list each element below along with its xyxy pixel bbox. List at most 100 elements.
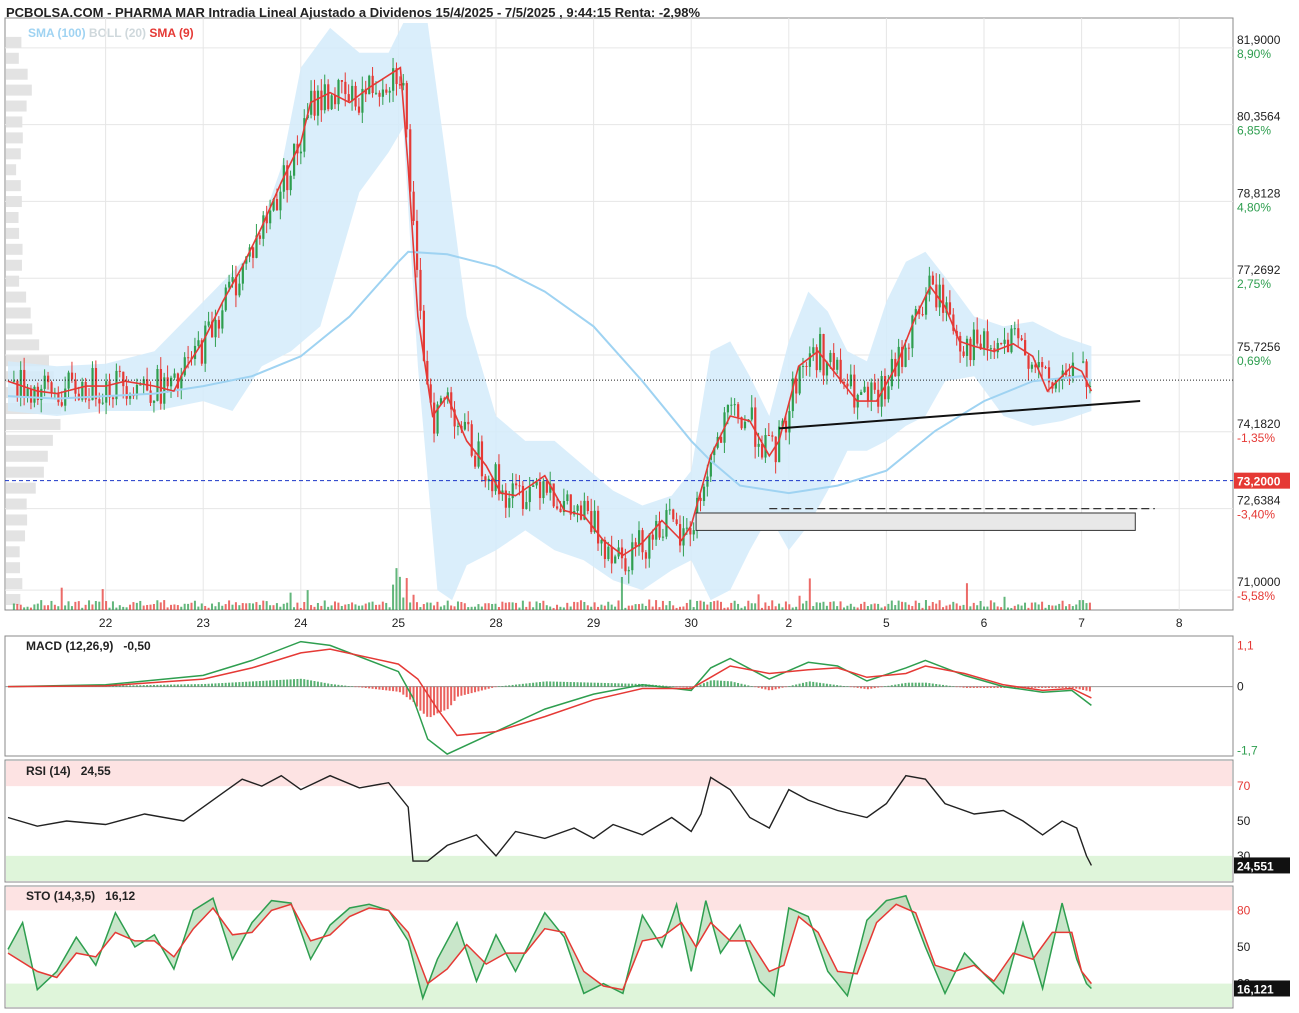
volume-bar bbox=[50, 600, 53, 610]
volume-bar bbox=[412, 594, 415, 610]
volume-bar bbox=[672, 605, 675, 610]
volume-bar bbox=[696, 600, 699, 610]
macd-histogram-bar bbox=[395, 686, 398, 692]
volume-bar bbox=[1068, 604, 1071, 610]
macd-histogram-bar bbox=[518, 684, 521, 687]
volume-bar bbox=[57, 606, 60, 610]
candle-body bbox=[808, 353, 812, 367]
pct-tick-label: 2,75% bbox=[1237, 277, 1271, 291]
macd-histogram-bar bbox=[863, 686, 866, 689]
candle-body bbox=[385, 89, 388, 93]
volume-bar bbox=[497, 607, 500, 610]
candle-body bbox=[36, 386, 39, 401]
volume-bar bbox=[487, 603, 490, 610]
candle-body bbox=[532, 485, 535, 487]
volume-bar bbox=[515, 602, 518, 610]
candle-body bbox=[1037, 362, 1040, 368]
volume-bar bbox=[371, 601, 374, 610]
volume-bar bbox=[579, 600, 582, 610]
candle-body bbox=[111, 397, 115, 400]
volume-bar bbox=[340, 605, 343, 610]
macd-histogram-bar bbox=[248, 681, 251, 687]
volume-bar bbox=[931, 602, 934, 610]
macd-histogram-bar bbox=[279, 679, 282, 687]
candle-body bbox=[429, 384, 432, 403]
volume-bar bbox=[877, 603, 880, 610]
volume-bar bbox=[378, 604, 381, 610]
macd-histogram-bar bbox=[1082, 686, 1085, 691]
volume-bar bbox=[176, 605, 179, 610]
macd-histogram-bar bbox=[221, 683, 224, 687]
macd-histogram-bar bbox=[327, 683, 330, 687]
candle-body bbox=[279, 191, 282, 211]
macd-histogram-bar bbox=[952, 686, 955, 687]
volume-bar bbox=[159, 602, 162, 610]
macd-histogram-bar bbox=[142, 685, 145, 687]
volume-bar bbox=[484, 603, 487, 610]
volume-bar bbox=[265, 601, 268, 610]
macd-histogram-bar bbox=[422, 686, 425, 714]
candle-body bbox=[470, 424, 473, 456]
rsi-value-tag bbox=[1234, 857, 1290, 874]
volume-bar bbox=[569, 606, 572, 610]
macd-histogram-bar bbox=[456, 686, 459, 697]
volume-bar bbox=[436, 601, 439, 610]
macd-histogram-bar bbox=[754, 686, 757, 688]
macd-tick-label: -1,7 bbox=[1237, 743, 1258, 757]
volume-bar bbox=[730, 602, 733, 610]
candle-body bbox=[494, 464, 497, 492]
candle-body bbox=[292, 143, 296, 176]
macd-histogram-bar bbox=[993, 686, 996, 688]
volume-bar bbox=[115, 607, 118, 610]
macd-histogram-bar bbox=[1068, 686, 1071, 688]
macd-histogram-bar bbox=[709, 680, 712, 687]
macd-histogram-bar bbox=[778, 686, 781, 689]
candle-body bbox=[849, 374, 852, 387]
macd-histogram-bar bbox=[928, 683, 931, 687]
volume-profile-bar bbox=[6, 498, 27, 510]
macd-histogram-bar bbox=[515, 684, 518, 687]
macd-histogram-bar bbox=[801, 682, 804, 687]
volume-bar bbox=[863, 601, 866, 610]
volume-bar bbox=[853, 606, 856, 610]
x-tick-label: 25 bbox=[392, 616, 406, 630]
candle-body bbox=[323, 84, 326, 111]
macd-histogram-bar bbox=[238, 682, 241, 687]
x-tick-label: 22 bbox=[99, 616, 113, 630]
macd-histogram-bar bbox=[1041, 686, 1044, 688]
candle-body bbox=[1024, 340, 1027, 356]
macd-histogram-bar bbox=[665, 685, 668, 687]
macd-histogram-bar bbox=[829, 684, 832, 687]
candle-body bbox=[173, 373, 176, 378]
candle-body bbox=[924, 294, 928, 315]
candle-body bbox=[313, 90, 316, 116]
candle-body bbox=[538, 481, 542, 499]
macd-histogram-bar bbox=[689, 686, 692, 688]
macd-histogram-bar bbox=[921, 682, 924, 687]
candle-body bbox=[853, 374, 856, 408]
macd-histogram-bar bbox=[590, 682, 593, 687]
volume-bar bbox=[221, 605, 224, 610]
volume-bar bbox=[983, 606, 986, 610]
current-price-tag-label: 73,2000 bbox=[1237, 475, 1281, 489]
candle-body bbox=[163, 377, 166, 404]
volume-profile-bar bbox=[6, 243, 23, 255]
volume-bar bbox=[282, 603, 285, 610]
candle-body bbox=[26, 388, 29, 398]
volume-bar bbox=[29, 607, 32, 610]
volume-bar bbox=[272, 605, 275, 610]
candle-body bbox=[870, 382, 873, 402]
candle-body bbox=[405, 83, 408, 130]
rsi-last-value: 24,55 bbox=[80, 764, 111, 778]
macd-histogram-bar bbox=[989, 686, 992, 688]
candle-body bbox=[388, 90, 391, 93]
volume-bar bbox=[675, 607, 678, 610]
legend-sma9: SMA (9) bbox=[149, 26, 194, 40]
candle-body bbox=[241, 263, 244, 284]
candle-body bbox=[668, 509, 671, 511]
macd-histogram-bar bbox=[217, 683, 220, 687]
volume-bar bbox=[624, 607, 627, 610]
macd-histogram-bar bbox=[860, 686, 863, 689]
candle-body bbox=[795, 378, 798, 394]
volume-bar bbox=[381, 601, 384, 610]
